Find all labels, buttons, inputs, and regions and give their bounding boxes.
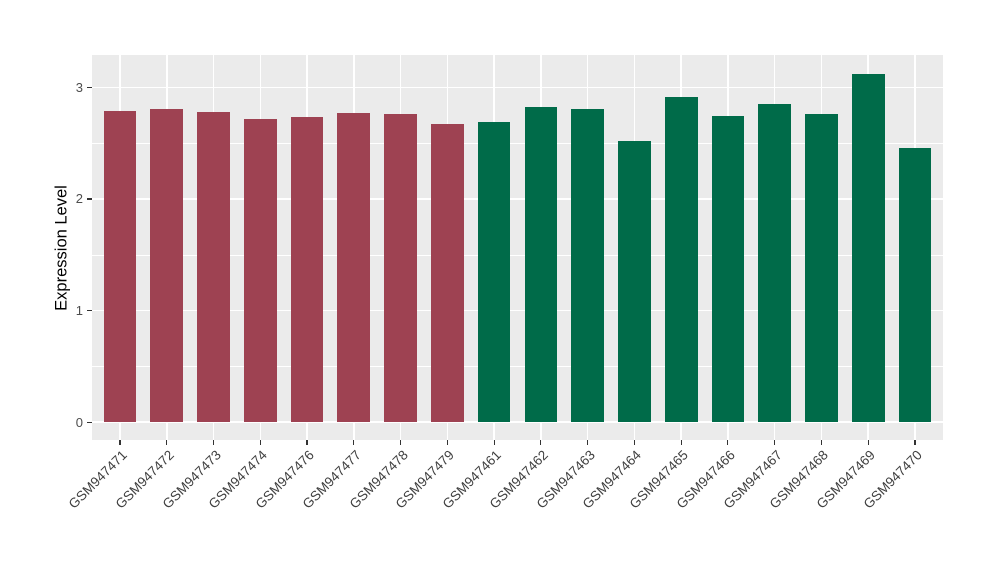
x-tick-mark xyxy=(446,440,448,445)
y-tick-mark xyxy=(86,421,92,423)
x-tick-mark xyxy=(540,440,542,445)
x-tick-mark xyxy=(914,440,916,445)
x-tick-mark xyxy=(119,440,121,445)
bar-GSM947468 xyxy=(805,114,838,423)
bar-GSM947479 xyxy=(430,124,464,423)
bar-GSM947461 xyxy=(477,121,511,423)
bar-GSM947476 xyxy=(290,117,324,423)
plot-panel xyxy=(92,55,943,440)
gridline-major xyxy=(92,86,943,89)
bar-GSM947478 xyxy=(384,114,417,423)
x-tick-mark xyxy=(867,440,869,445)
y-tick-label: 1 xyxy=(75,303,83,319)
x-tick-mark xyxy=(727,440,729,445)
gridline-minor xyxy=(92,143,943,145)
y-tick-mark xyxy=(86,309,92,312)
x-tick-mark xyxy=(166,440,168,445)
x-tick-mark xyxy=(774,440,776,445)
bar-GSM947467 xyxy=(758,104,792,423)
bar-GSM947465 xyxy=(664,97,698,423)
gridline-major xyxy=(92,421,943,423)
bar-GSM947462 xyxy=(524,107,558,423)
y-tick-label: 2 xyxy=(75,191,83,207)
y-tick-mark xyxy=(86,86,92,88)
x-tick-mark xyxy=(493,440,495,445)
x-tick-label: GSM947470 xyxy=(860,447,925,512)
bar-GSM947463 xyxy=(571,108,604,423)
bar-GSM947471 xyxy=(103,110,137,423)
x-tick-mark xyxy=(353,440,355,445)
x-tick-mark xyxy=(212,440,215,445)
bar-GSM947477 xyxy=(337,113,371,423)
x-tick-mark xyxy=(306,440,308,445)
bar-GSM947473 xyxy=(197,111,230,423)
bar-GSM947474 xyxy=(243,118,277,423)
bar-GSM947464 xyxy=(618,140,651,423)
x-tick-mark xyxy=(633,440,635,445)
x-tick-mark xyxy=(680,440,682,445)
y-tick-label: 3 xyxy=(75,79,83,95)
bar-GSM947469 xyxy=(851,73,885,423)
x-tick-mark xyxy=(587,440,589,445)
gridline-minor xyxy=(92,366,943,368)
bar-GSM947470 xyxy=(898,147,932,423)
x-tick-mark xyxy=(400,440,402,445)
y-tick-label: 0 xyxy=(75,414,83,430)
gridline-minor xyxy=(92,254,943,256)
bar-GSM947466 xyxy=(711,116,745,423)
gridline-major xyxy=(92,198,943,200)
y-tick-mark xyxy=(86,198,92,200)
x-tick-mark xyxy=(259,440,261,445)
bar-GSM947472 xyxy=(150,108,184,423)
x-tick-mark xyxy=(820,440,823,445)
gridline-major xyxy=(92,309,943,312)
